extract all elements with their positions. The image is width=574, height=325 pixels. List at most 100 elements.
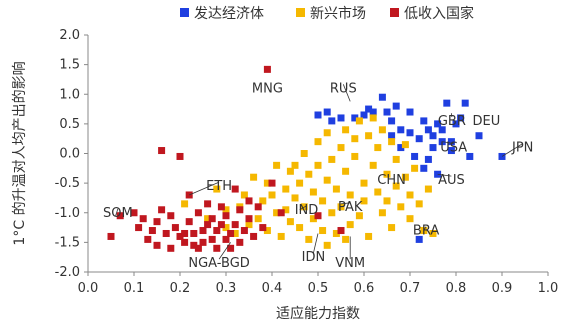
annotation-label: USA — [440, 141, 467, 156]
point-series-1 — [415, 200, 423, 208]
point-series-0 — [424, 155, 432, 163]
legend: 发达经济体 新兴市场 低收入国家 — [180, 5, 474, 22]
annotation-label: BRA — [413, 224, 439, 239]
point-series-2 — [263, 65, 271, 73]
x-tick-label: 0.5 — [308, 281, 329, 296]
point-series-2 — [231, 221, 239, 229]
point-series-0 — [420, 164, 428, 172]
point-series-1 — [291, 161, 299, 169]
point-series-1 — [388, 224, 396, 232]
point-series-1 — [222, 206, 230, 214]
annotation-label: SOM — [103, 206, 133, 221]
x-axis-label: 适应能力指数 — [276, 305, 360, 322]
point-series-0 — [443, 99, 451, 107]
annotation-leader — [501, 143, 523, 157]
point-series-1 — [319, 227, 327, 235]
point-series-0 — [415, 235, 423, 243]
point-series-2 — [259, 224, 267, 232]
point-series-2 — [194, 244, 202, 252]
point-series-1 — [411, 164, 419, 172]
point-series-1 — [360, 179, 368, 187]
point-series-1 — [351, 152, 359, 160]
point-series-2 — [240, 227, 248, 235]
point-series-1 — [296, 179, 304, 187]
point-series-1 — [309, 188, 317, 196]
point-series-1 — [392, 155, 400, 163]
point-series-1 — [378, 126, 386, 134]
x-tick-label: 0.0 — [78, 281, 99, 296]
point-series-2 — [204, 200, 212, 208]
point-series-0 — [337, 114, 345, 122]
point-series-1 — [286, 167, 294, 175]
annotation-label: CHN — [377, 173, 406, 188]
annotation-leader — [115, 208, 119, 216]
annotation-label: MNG — [252, 81, 283, 96]
x-tick-label: 0.8 — [446, 281, 467, 296]
point-series-1 — [314, 138, 322, 146]
x-tick-label: 0.2 — [170, 281, 191, 296]
point-series-1 — [323, 241, 331, 249]
point-series-2 — [167, 212, 175, 220]
point-series-2 — [277, 209, 285, 217]
point-series-1 — [355, 212, 363, 220]
point-series-1 — [401, 173, 409, 181]
point-series-1 — [291, 194, 299, 202]
point-series-1 — [240, 191, 248, 199]
point-series-2 — [227, 244, 235, 252]
point-series-2 — [153, 218, 161, 226]
point-series-0 — [397, 144, 405, 152]
point-series-2 — [135, 224, 143, 232]
point-series-1 — [378, 209, 386, 217]
point-series-2 — [213, 227, 221, 235]
annotation-leader — [299, 205, 307, 211]
y-tick-label: 0.0 — [59, 147, 80, 162]
point-series-1 — [300, 150, 308, 157]
legend-label: 低收入国家 — [404, 5, 474, 22]
point-series-0 — [378, 93, 386, 101]
point-series-0 — [411, 152, 419, 160]
point-series-1 — [250, 173, 258, 181]
point-series-2 — [190, 241, 198, 249]
point-series-2 — [217, 203, 225, 211]
point-series-1 — [213, 185, 221, 193]
point-series-1 — [286, 218, 294, 226]
x-tick-label: 1.0 — [538, 281, 559, 296]
point-series-1 — [323, 129, 331, 137]
point-series-1 — [342, 235, 350, 243]
annotation-leader — [218, 242, 231, 260]
point-series-1 — [323, 176, 331, 184]
annotation-leader — [423, 226, 427, 231]
point-series-0 — [360, 111, 368, 119]
annotation-label: VNM — [335, 256, 365, 271]
point-series-1 — [204, 215, 212, 223]
x-tick-label: 0.4 — [262, 281, 283, 296]
point-series-0 — [438, 126, 446, 134]
point-series-2 — [222, 235, 230, 243]
point-series-0 — [434, 120, 442, 128]
point-series-0 — [328, 117, 336, 125]
point-series-2 — [181, 229, 189, 237]
point-series-0 — [397, 126, 405, 134]
point-series-1 — [222, 224, 230, 232]
point-series-0 — [429, 132, 437, 140]
x-tick-label: 0.9 — [492, 281, 513, 296]
point-series-0 — [415, 135, 423, 143]
y-tick-label: 2.0 — [59, 28, 80, 43]
point-series-2 — [208, 215, 216, 223]
data-points — [107, 65, 506, 252]
point-series-1 — [268, 191, 276, 199]
point-series-2 — [158, 206, 166, 214]
point-series-1 — [429, 229, 437, 237]
point-series-1 — [273, 161, 281, 169]
legend-swatch — [296, 8, 305, 17]
point-series-2 — [314, 212, 322, 220]
point-series-1 — [282, 206, 290, 214]
point-series-1 — [369, 161, 377, 169]
point-series-1 — [392, 182, 400, 190]
annotations: MNG RUS GBR DEU USA JPN AUS CHN ETH SOM IND PAK BRA N… — [103, 81, 533, 271]
y-tick-label: 1.0 — [59, 87, 80, 102]
point-series-1 — [263, 227, 271, 235]
point-series-1 — [319, 197, 327, 205]
point-series-2 — [176, 152, 184, 160]
